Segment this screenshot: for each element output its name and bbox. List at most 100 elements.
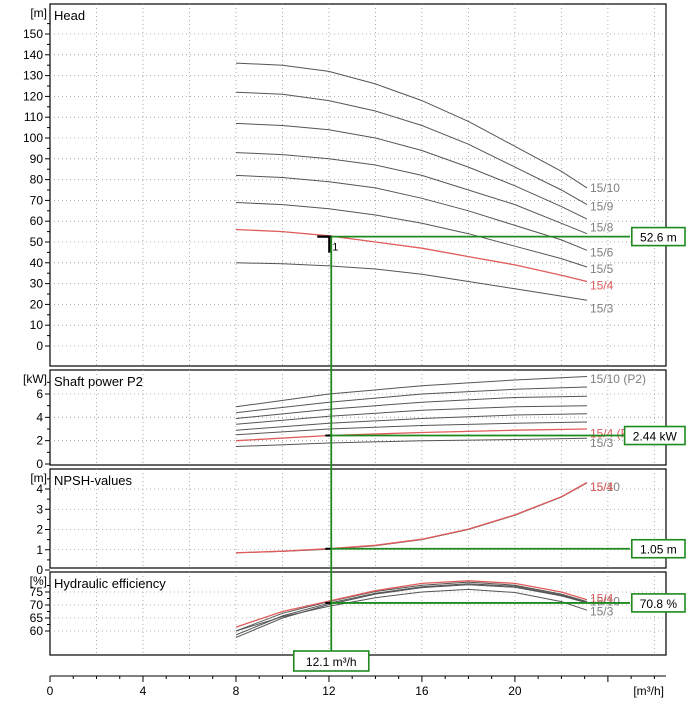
x-tick-label: 0 bbox=[47, 684, 54, 698]
series-line-15-4 bbox=[235, 481, 588, 554]
duty-value-box bbox=[630, 593, 686, 613]
series-line-15-4 bbox=[235, 228, 588, 283]
panel-unit: [kW] bbox=[23, 372, 47, 386]
curve-label: 15/9 bbox=[590, 200, 614, 214]
y-tick-label: 6 bbox=[36, 387, 43, 401]
y-tick-label: 80 bbox=[30, 173, 44, 187]
series-line-15-6 bbox=[235, 581, 588, 632]
series-line-15-9-p2- bbox=[235, 386, 588, 414]
curve-label: 15/3 bbox=[590, 302, 614, 316]
panel-head: 0 10 20 30 40 50 60 70 80 90 100 110 120 130 140 150 [m]… bbox=[23, 3, 667, 367]
series-line-15-8-p2- bbox=[235, 395, 588, 419]
panel-title: NPSH-values bbox=[54, 473, 133, 488]
series-line-15-8 bbox=[235, 122, 588, 220]
curve-label: 15/3 bbox=[590, 436, 614, 450]
curve-label: 15/4 bbox=[590, 279, 614, 293]
series-group bbox=[235, 580, 588, 638]
y-tick-label: 60 bbox=[30, 214, 44, 228]
y-tick-label: 150 bbox=[23, 27, 43, 41]
y-tick-label: 10 bbox=[30, 318, 44, 332]
duty-value-label: 70.8 % bbox=[640, 597, 678, 611]
duty-point-layer: 52.6 m 2.44 kW 1.05 m 70.8 % 1 12.1 m³/h bbox=[292, 226, 686, 672]
series-line-15-3 bbox=[235, 262, 588, 301]
y-tick-label: 1 bbox=[36, 543, 43, 557]
y-tick-label: 50 bbox=[30, 235, 44, 249]
curve-label: 15/4 bbox=[590, 592, 614, 606]
series-line-15-3 bbox=[235, 588, 588, 632]
curve-label: 15/4 bbox=[590, 480, 614, 494]
series-line-15-6 bbox=[235, 174, 588, 251]
series-group bbox=[235, 481, 588, 554]
y-tick-label: 110 bbox=[24, 110, 43, 124]
curve-label: 15/10 bbox=[590, 181, 620, 195]
y-tick-label: 0 bbox=[36, 457, 43, 471]
y-tick-label: 3 bbox=[36, 502, 43, 516]
x-tick-label: 20 bbox=[508, 684, 522, 698]
duty-flow-box bbox=[292, 650, 370, 672]
series-line-15-7-p2- bbox=[235, 405, 588, 425]
y-tick-label: 70 bbox=[30, 598, 44, 612]
duty-point-number: 1 bbox=[332, 242, 338, 254]
y-tick-label: 4 bbox=[36, 482, 43, 496]
series-line-15-5-p2- bbox=[235, 421, 588, 436]
y-tick-label: 2 bbox=[36, 434, 43, 448]
duty-value-label: 2.44 kW bbox=[633, 430, 678, 444]
duty-value-box bbox=[630, 226, 686, 247]
series-line-15-4-p2- bbox=[235, 428, 588, 442]
x-axis: 0 4 8 12 16 20 [m³/h] bbox=[47, 675, 666, 698]
curve-label: 15/10 (P2) bbox=[590, 372, 646, 386]
duty-point-marker bbox=[317, 235, 331, 253]
curve-label: 15/6 bbox=[590, 245, 614, 259]
series-line-15-10-p2- bbox=[235, 376, 588, 408]
panel-unit: [m] bbox=[30, 6, 47, 20]
y-tick-label: 20 bbox=[30, 297, 44, 311]
curve-label: 15/10 bbox=[590, 595, 620, 609]
x-axis-unit: [m³/h] bbox=[633, 684, 664, 698]
y-tick-label: 100 bbox=[23, 131, 43, 145]
y-tick-label: 30 bbox=[30, 277, 44, 291]
y-tick-label: 4 bbox=[36, 410, 43, 424]
panel-unit: [%] bbox=[30, 574, 47, 588]
y-tick-label: 90 bbox=[30, 152, 44, 166]
series-line-15-5 bbox=[235, 202, 588, 268]
y-tick-label: 140 bbox=[23, 48, 43, 62]
duty-flow-label: 12.1 m³/h bbox=[306, 655, 357, 669]
y-tick-label: 60 bbox=[30, 624, 44, 638]
panel-title: Head bbox=[54, 8, 85, 23]
panel-frame bbox=[49, 468, 667, 569]
panel-title: Hydraulic efficiency bbox=[54, 576, 166, 591]
y-tick-label: 65 bbox=[30, 611, 44, 625]
duty-value-box bbox=[630, 538, 686, 559]
y-tick-label: 120 bbox=[23, 89, 43, 103]
duty-value-box bbox=[623, 425, 686, 446]
series-line-15-4 bbox=[235, 580, 588, 628]
panel-unit: [m] bbox=[30, 471, 47, 485]
series-line-15-8 bbox=[235, 583, 588, 636]
x-tick-label: 16 bbox=[415, 684, 429, 698]
curve-label: 15/3 bbox=[590, 605, 614, 619]
y-tick-label: 130 bbox=[23, 69, 43, 83]
y-tick-label: 75 bbox=[30, 585, 44, 599]
y-tick-label: 40 bbox=[30, 256, 44, 270]
panel-title: Shaft power P2 bbox=[54, 374, 143, 389]
series-group bbox=[235, 376, 588, 447]
duty-value-label: 1.05 m bbox=[640, 543, 677, 557]
series-line-15-9 bbox=[235, 91, 588, 206]
x-tick-label: 12 bbox=[322, 684, 336, 698]
x-tick-label: 4 bbox=[140, 684, 147, 698]
series-line-15-7 bbox=[235, 152, 588, 235]
y-tick-label: 0 bbox=[36, 563, 43, 577]
panel-frame bbox=[49, 571, 667, 656]
series-group bbox=[235, 62, 588, 301]
curve-label: 15/8 bbox=[590, 220, 614, 234]
panels-layer: 0102030405060708090100110120130140150[m]… bbox=[23, 3, 667, 656]
x-tick-label: 8 bbox=[233, 684, 240, 698]
series-line-15-3-p2- bbox=[235, 437, 588, 447]
y-tick-label: 70 bbox=[30, 193, 44, 207]
series-line-15-10 bbox=[235, 62, 588, 189]
curve-label: 15/5 bbox=[590, 262, 614, 276]
